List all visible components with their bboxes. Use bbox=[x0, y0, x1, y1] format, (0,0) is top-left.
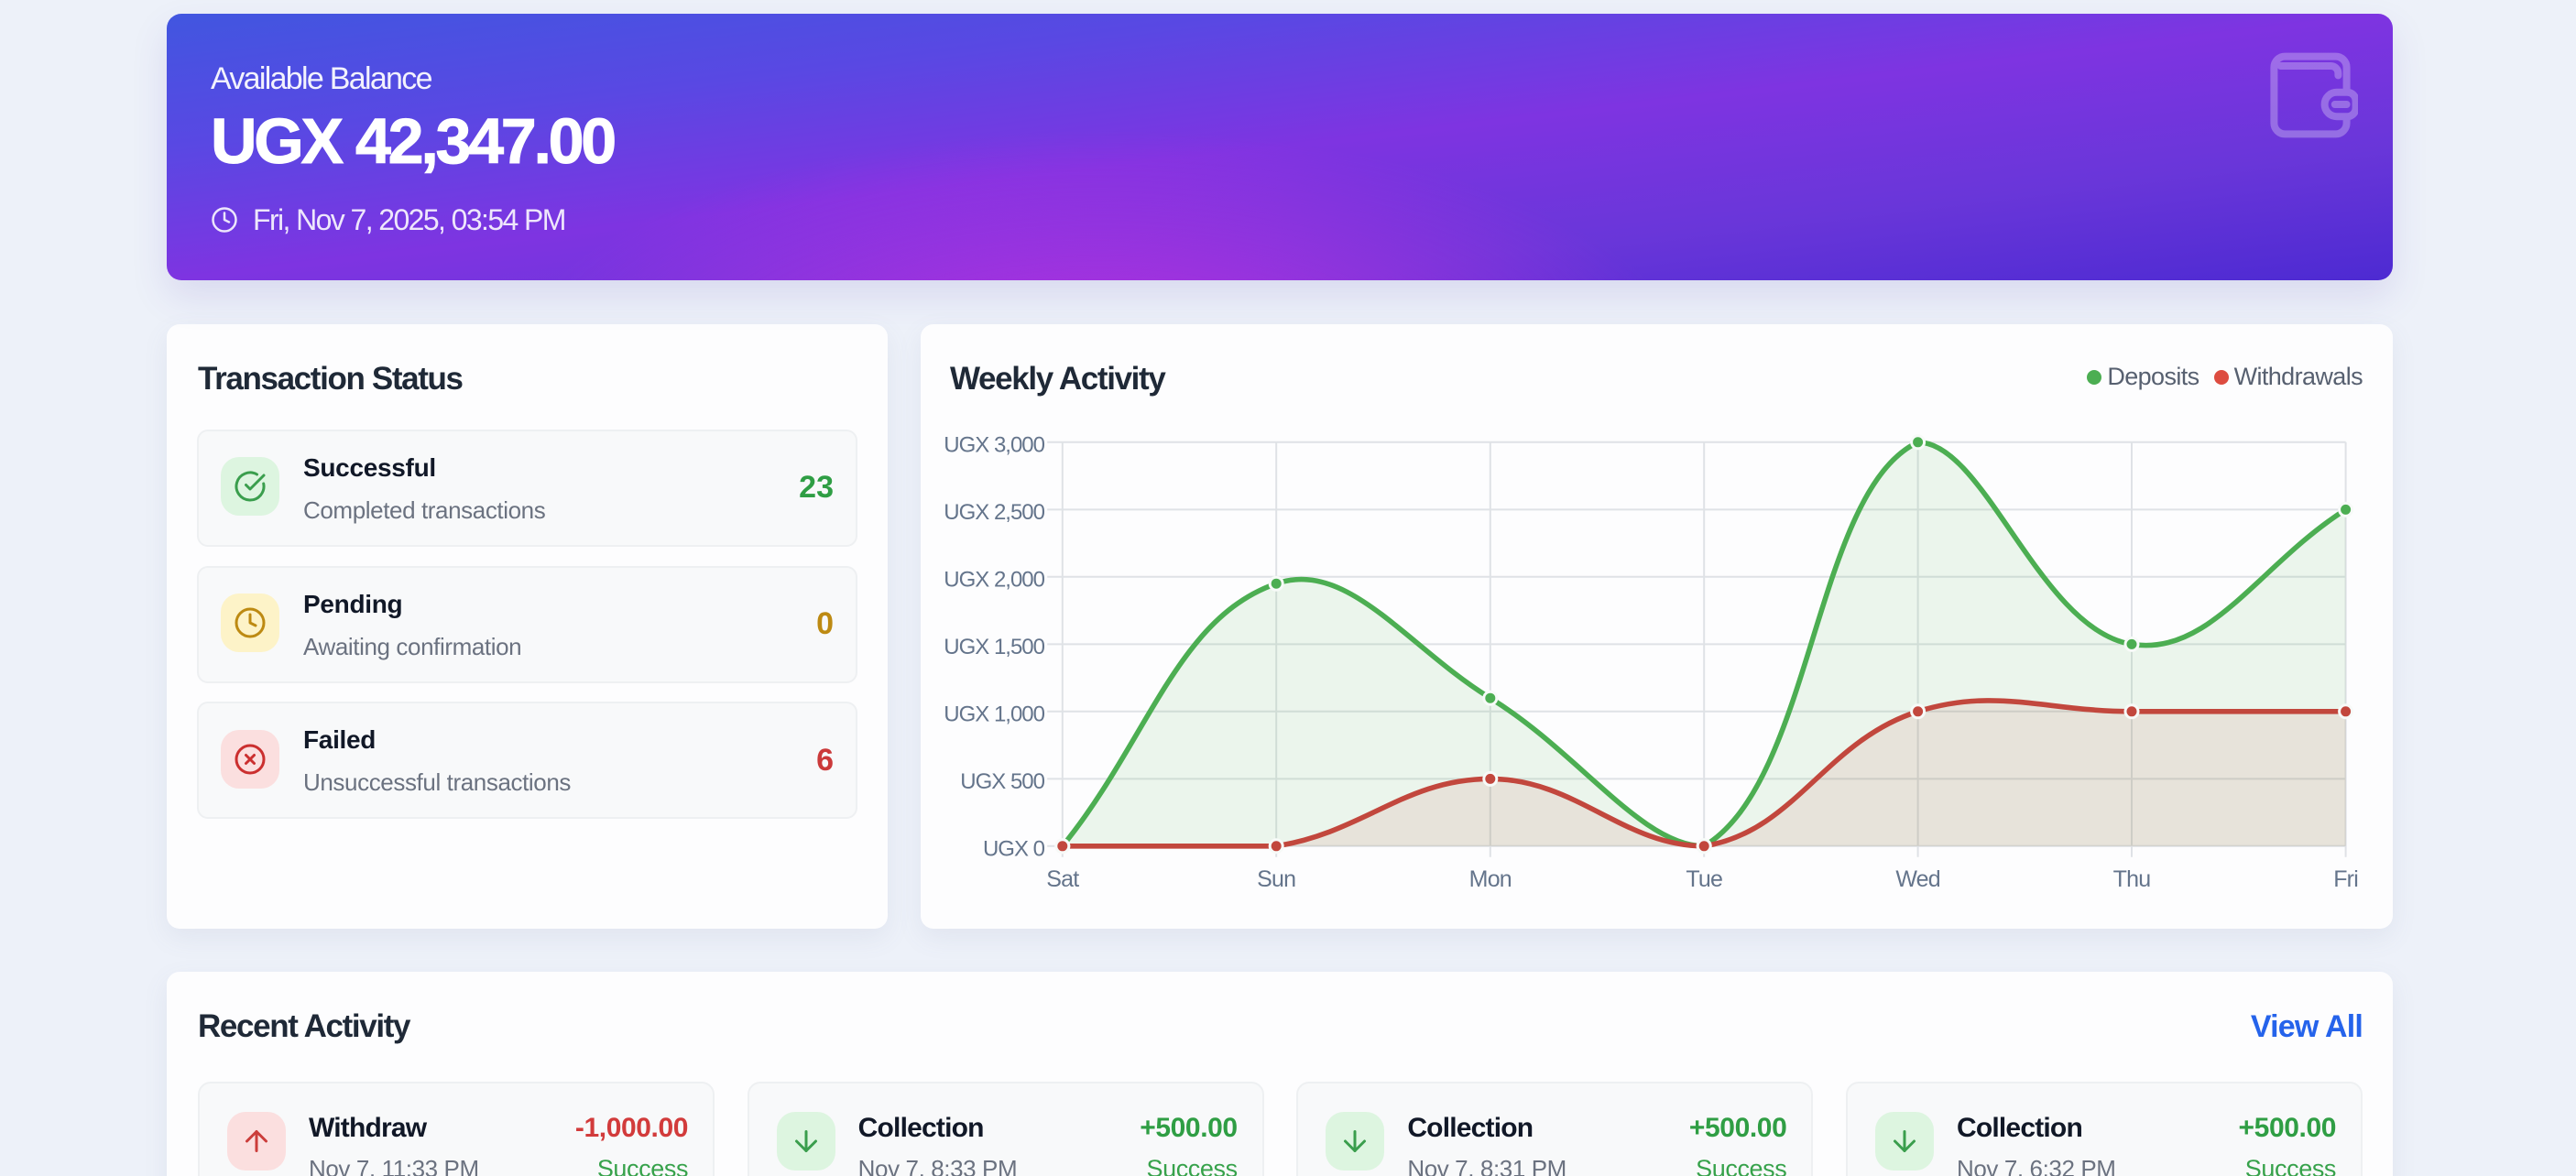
svg-text:UGX 3,000: UGX 3,000 bbox=[944, 432, 1044, 457]
svg-text:Sun: Sun bbox=[1257, 866, 1295, 892]
svg-text:Mon: Mon bbox=[1469, 866, 1512, 892]
svg-text:Thu: Thu bbox=[2113, 866, 2151, 892]
svg-text:UGX 0: UGX 0 bbox=[983, 836, 1045, 861]
svg-text:Wed: Wed bbox=[1895, 866, 1940, 892]
svg-text:UGX 2,000: UGX 2,000 bbox=[944, 567, 1044, 592]
svg-text:Sat: Sat bbox=[1046, 866, 1079, 892]
svg-text:UGX 500: UGX 500 bbox=[960, 769, 1044, 794]
svg-text:UGX 1,500: UGX 1,500 bbox=[944, 635, 1044, 659]
svg-text:Fri: Fri bbox=[2333, 866, 2358, 892]
svg-text:Tue: Tue bbox=[1686, 866, 1722, 892]
svg-text:UGX 1,000: UGX 1,000 bbox=[944, 702, 1044, 727]
svg-text:UGX 2,500: UGX 2,500 bbox=[944, 500, 1044, 525]
